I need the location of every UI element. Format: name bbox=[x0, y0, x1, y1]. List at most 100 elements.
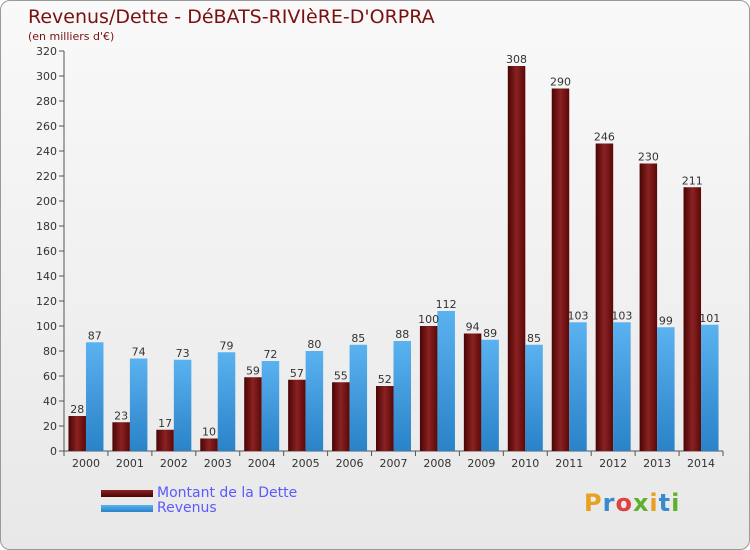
y-tick-label: 120 bbox=[36, 295, 57, 308]
data-label-dette: 59 bbox=[246, 364, 260, 377]
legend-swatch-revenus bbox=[101, 505, 153, 512]
data-label-dette: 290 bbox=[550, 76, 571, 89]
bar-chart: 0 20 40 60 80 100 120 140 160 180 200 220 240 260 280 3… bbox=[36, 45, 724, 470]
x-tick-label: 2004 bbox=[248, 457, 276, 470]
bar-dette bbox=[419, 326, 438, 451]
x-tick-label: 2012 bbox=[599, 457, 627, 470]
x-tick-label: 2001 bbox=[116, 457, 144, 470]
data-label-dette: 57 bbox=[290, 367, 304, 380]
data-label-revenus: 79 bbox=[220, 339, 234, 352]
bar-dette bbox=[156, 429, 174, 451]
data-label-revenus: 87 bbox=[88, 329, 102, 342]
y-tick-label: 40 bbox=[43, 395, 57, 408]
data-label-revenus: 88 bbox=[395, 328, 409, 341]
y-tick-label: 200 bbox=[36, 195, 57, 208]
bar-dette bbox=[288, 379, 306, 451]
bar-revenus bbox=[173, 359, 192, 451]
bar-revenus bbox=[217, 352, 236, 451]
data-label-dette: 211 bbox=[682, 174, 703, 187]
data-label-revenus: 85 bbox=[351, 332, 365, 345]
data-label-revenus: 85 bbox=[527, 332, 541, 345]
bar-revenus bbox=[525, 344, 543, 451]
y-tick-label: 140 bbox=[36, 270, 57, 283]
data-label-dette: 100 bbox=[418, 313, 439, 326]
y-tick-label: 100 bbox=[36, 320, 57, 333]
bar-revenus bbox=[349, 344, 368, 451]
bar-revenus bbox=[85, 342, 104, 451]
x-tick-label: 2011 bbox=[555, 457, 583, 470]
data-label-dette: 246 bbox=[594, 131, 615, 144]
data-label-dette: 230 bbox=[638, 151, 659, 164]
bar-dette bbox=[683, 187, 702, 451]
chart-unit-label: (en milliers d'€) bbox=[28, 30, 115, 43]
y-tick-label: 320 bbox=[36, 45, 57, 58]
y-tick-label: 260 bbox=[36, 120, 57, 133]
x-tick-label: 2003 bbox=[204, 457, 232, 470]
bar-dette bbox=[376, 386, 394, 451]
bar-dette bbox=[244, 377, 262, 451]
chart-title: Revenus/Dette - DéBATS-RIVIèRE-D'ORPRA bbox=[28, 6, 435, 28]
data-label-revenus: 80 bbox=[307, 338, 321, 351]
y-tick-label: 60 bbox=[43, 370, 57, 383]
data-label-dette: 17 bbox=[158, 417, 172, 430]
x-tick-label: 2005 bbox=[292, 457, 320, 470]
data-label-revenus: 103 bbox=[611, 309, 632, 322]
y-tick-label: 20 bbox=[43, 420, 57, 433]
bar-revenus bbox=[305, 351, 324, 451]
x-tick-label: 2009 bbox=[467, 457, 495, 470]
y-tick-label: 180 bbox=[36, 220, 57, 233]
proxiti-logo: Proxiti bbox=[584, 489, 681, 517]
legend-label-dette: Montant de la Dette bbox=[157, 485, 298, 501]
bar-revenus bbox=[701, 324, 719, 451]
bar-dette bbox=[507, 66, 526, 451]
data-label-dette: 94 bbox=[466, 321, 480, 334]
data-label-revenus: 103 bbox=[567, 309, 588, 322]
bar-revenus bbox=[129, 358, 148, 451]
bar-revenus bbox=[569, 322, 587, 451]
bar-revenus bbox=[261, 361, 280, 451]
bar-revenus bbox=[657, 327, 675, 451]
bar-revenus bbox=[437, 311, 455, 451]
bar-dette bbox=[112, 422, 130, 451]
bar-dette bbox=[639, 163, 658, 451]
data-label-dette: 10 bbox=[202, 426, 216, 439]
data-label-revenus: 72 bbox=[263, 348, 277, 361]
bar-revenus bbox=[393, 341, 411, 451]
bar-revenus bbox=[613, 322, 631, 451]
data-label-dette: 23 bbox=[114, 409, 128, 422]
x-tick-label: 2006 bbox=[336, 457, 364, 470]
y-tick-label: 80 bbox=[43, 345, 57, 358]
x-tick-label: 2008 bbox=[423, 457, 451, 470]
data-label-revenus: 99 bbox=[659, 314, 673, 327]
x-tick-label: 2007 bbox=[380, 457, 408, 470]
data-label-dette: 308 bbox=[506, 53, 527, 66]
data-label-revenus: 101 bbox=[699, 312, 720, 325]
x-tick-label: 2013 bbox=[643, 457, 671, 470]
y-tick-label: 220 bbox=[36, 170, 57, 183]
x-tick-label: 2010 bbox=[511, 457, 539, 470]
x-tick-label: 2014 bbox=[687, 457, 715, 470]
bar-dette bbox=[200, 438, 218, 451]
y-tick-label: 280 bbox=[36, 95, 57, 108]
x-tick-label: 2000 bbox=[72, 457, 100, 470]
bar-revenus bbox=[481, 339, 499, 451]
y-tick-label: 0 bbox=[50, 445, 57, 458]
data-label-revenus: 74 bbox=[132, 346, 146, 359]
bar-dette bbox=[463, 333, 482, 451]
bar-dette bbox=[551, 88, 570, 451]
data-label-dette: 52 bbox=[378, 373, 392, 386]
bar-dette bbox=[68, 416, 86, 451]
y-tick-label: 300 bbox=[36, 70, 57, 83]
data-label-revenus: 112 bbox=[436, 298, 457, 311]
data-label-revenus: 73 bbox=[176, 347, 190, 360]
data-label-revenus: 89 bbox=[483, 327, 497, 340]
x-tick-label: 2002 bbox=[160, 457, 188, 470]
bar-dette bbox=[332, 382, 350, 451]
y-tick-label: 240 bbox=[36, 145, 57, 158]
data-label-dette: 28 bbox=[70, 403, 84, 416]
data-label-dette: 55 bbox=[334, 369, 348, 382]
y-tick-label: 160 bbox=[36, 245, 57, 258]
legend-label-revenus: Revenus bbox=[157, 500, 217, 516]
bar-dette bbox=[595, 143, 614, 451]
